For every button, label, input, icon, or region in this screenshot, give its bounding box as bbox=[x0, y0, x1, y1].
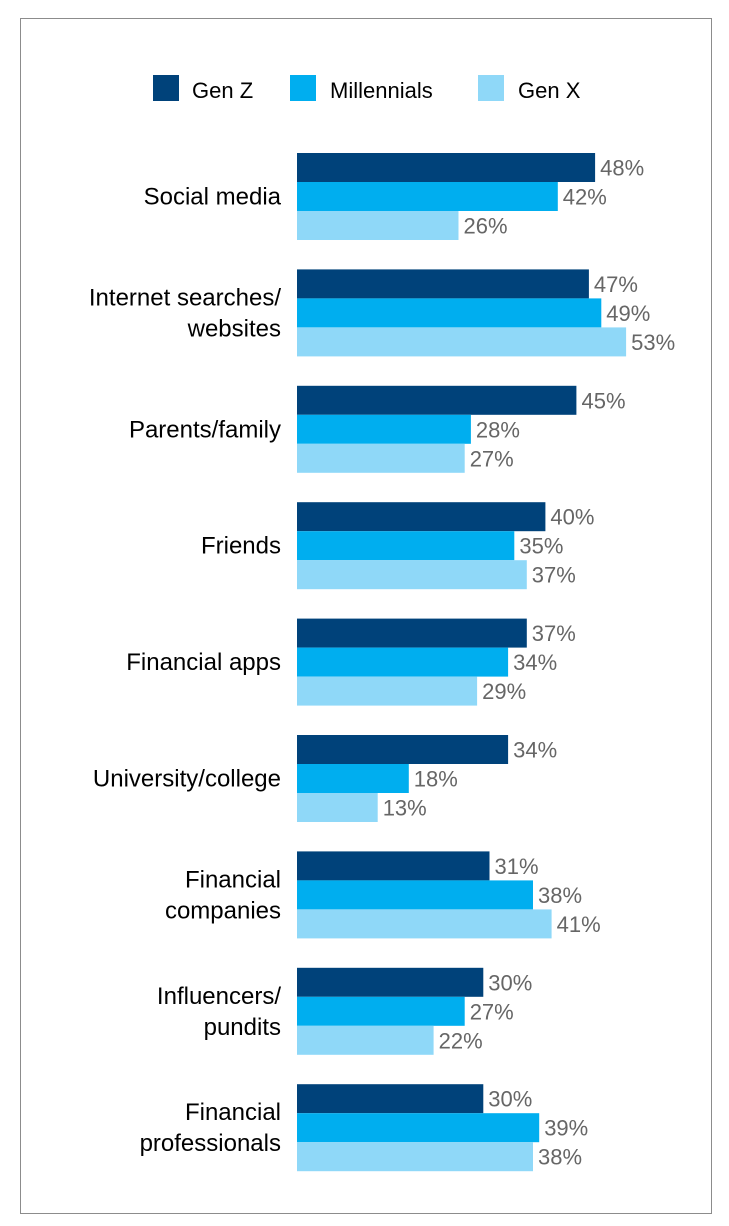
value-label-friends-gen-z: 40% bbox=[550, 505, 594, 530]
value-label-friends-gen-x: 37% bbox=[532, 563, 576, 588]
value-label-internet-searches-websites-gen-x: 53% bbox=[631, 330, 675, 355]
value-label-financial-professionals-gen-x: 38% bbox=[538, 1145, 582, 1170]
bar-financial-apps-millennials bbox=[297, 647, 509, 677]
value-label-parents-family-gen-x: 27% bbox=[470, 446, 514, 471]
bar-internet-searches-websites-millennials bbox=[297, 298, 602, 328]
legend-label-gen-z: Gen Z bbox=[192, 78, 253, 103]
bar-financial-professionals-gen-z bbox=[297, 1084, 484, 1114]
value-label-financial-companies-gen-x: 41% bbox=[557, 912, 601, 937]
value-label-financial-professionals-millennials: 39% bbox=[544, 1116, 588, 1141]
category-label-influencers-pundits: Influencers/pundits bbox=[157, 983, 281, 1041]
value-label-internet-searches-websites-gen-z: 47% bbox=[594, 272, 638, 297]
bar-social-media-gen-x bbox=[297, 211, 459, 240]
bar-friends-millennials bbox=[297, 531, 515, 561]
category-label-financial-professionals: Financial professionals bbox=[140, 1099, 281, 1157]
bar-financial-professionals-millennials bbox=[297, 1113, 540, 1143]
bar-social-media-gen-z bbox=[297, 153, 596, 182]
bar-social-media-millennials bbox=[297, 182, 558, 211]
legend-swatch-millennials bbox=[290, 75, 316, 101]
value-label-university-college-millennials: 18% bbox=[414, 767, 458, 792]
category-label-parents-family: Parents/family bbox=[129, 416, 281, 443]
bar-financial-apps-gen-x bbox=[297, 676, 478, 706]
value-label-influencers-pundits-gen-x: 22% bbox=[439, 1028, 483, 1053]
bar-friends-gen-x bbox=[297, 560, 527, 590]
bar-financial-professionals-gen-x bbox=[297, 1142, 533, 1172]
bar-influencers-pundits-gen-x bbox=[297, 1025, 434, 1055]
legend-swatch-gen-z bbox=[153, 75, 179, 101]
value-label-influencers-pundits-gen-z: 30% bbox=[488, 970, 532, 995]
bar-university-college-gen-z bbox=[297, 735, 509, 764]
value-label-financial-companies-gen-z: 31% bbox=[495, 854, 539, 879]
legend-label-gen-x: Gen X bbox=[518, 78, 581, 103]
value-label-parents-family-millennials: 28% bbox=[476, 417, 520, 442]
bar-financial-companies-millennials bbox=[297, 880, 533, 910]
value-label-university-college-gen-z: 34% bbox=[513, 738, 557, 763]
value-labels: 48% 42% 26% 47% 49% 53% 45% 28% 27% 40% 35% 37% 37% 3… bbox=[383, 156, 675, 1170]
value-label-internet-searches-websites-millennials: 49% bbox=[606, 301, 650, 326]
bar-university-college-gen-x bbox=[297, 793, 378, 822]
bar-parents-family-gen-z bbox=[297, 385, 577, 415]
category-label-financial-companies: Financial companies bbox=[165, 866, 281, 924]
value-label-influencers-pundits-millennials: 27% bbox=[470, 999, 514, 1024]
legend-swatch-gen-x bbox=[478, 75, 504, 101]
bar-influencers-pundits-millennials bbox=[297, 996, 465, 1026]
value-label-financial-apps-gen-x: 29% bbox=[482, 679, 526, 704]
value-label-financial-companies-millennials: 38% bbox=[538, 883, 582, 908]
category-label-financial-apps: Financial apps bbox=[126, 649, 281, 676]
legend-label-millennials: Millennials bbox=[330, 78, 433, 103]
value-label-friends-millennials: 35% bbox=[519, 534, 563, 559]
value-label-parents-family-gen-z: 45% bbox=[582, 388, 626, 413]
bar-internet-searches-websites-gen-x bbox=[297, 327, 627, 357]
value-label-university-college-gen-x: 13% bbox=[383, 796, 427, 821]
bar-financial-companies-gen-x bbox=[297, 909, 552, 939]
bar-financial-companies-gen-z bbox=[297, 851, 490, 881]
bar-influencers-pundits-gen-z bbox=[297, 967, 484, 997]
category-label-internet-searches-websites: Internet searches/websites bbox=[89, 284, 281, 342]
bar-internet-searches-websites-gen-z bbox=[297, 269, 589, 299]
value-label-social-media-gen-z: 48% bbox=[600, 156, 644, 181]
bar-financial-apps-gen-z bbox=[297, 618, 527, 648]
bar-friends-gen-z bbox=[297, 502, 546, 532]
bar-parents-family-millennials bbox=[297, 414, 471, 444]
value-label-financial-apps-millennials: 34% bbox=[513, 650, 557, 675]
value-label-financial-apps-gen-z: 37% bbox=[532, 621, 576, 646]
value-label-financial-professionals-gen-z: 30% bbox=[488, 1087, 532, 1112]
bar-university-college-millennials bbox=[297, 764, 409, 793]
category-label-friends: Friends bbox=[201, 533, 281, 560]
category-labels: Social media Internet searches/websites Pa… bbox=[89, 184, 282, 1158]
category-label-university-college: University/college bbox=[93, 766, 281, 793]
value-label-social-media-gen-x: 26% bbox=[464, 214, 508, 239]
value-label-social-media-millennials: 42% bbox=[563, 185, 607, 210]
bars bbox=[297, 153, 627, 1172]
category-label-social-media: Social media bbox=[144, 184, 282, 211]
legend: Gen Z Millennials Gen X bbox=[153, 75, 581, 103]
bar-parents-family-gen-x bbox=[297, 443, 465, 473]
